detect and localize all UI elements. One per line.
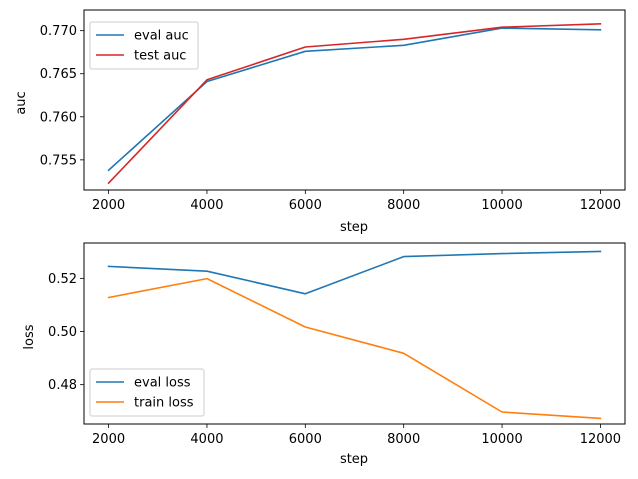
- loss-legend-label: train loss: [134, 396, 194, 411]
- loss-y-tick-label: 0.48: [48, 378, 77, 393]
- loss-x-tick-label: 8000: [387, 432, 420, 447]
- auc-plot-lines: [107, 22, 602, 185]
- loss-series-train-loss-line: [107, 277, 602, 420]
- auc-x-tick-label: 4000: [190, 198, 223, 213]
- auc-y-axis-label: auc: [14, 91, 29, 114]
- auc-y-tick-label: 0.760: [40, 110, 77, 125]
- auc-y-tick-label: 0.770: [40, 24, 77, 39]
- loss-chart: 2000 4000 6000 8000 10000 12000 0.480.500.52 …: [22, 242, 626, 467]
- auc-x-ticks: 2000 4000 6000 8000 10000 12000: [92, 190, 621, 213]
- auc-x-tick-label: 8000: [387, 198, 420, 213]
- loss-plot-lines: [107, 250, 602, 420]
- loss-y-tick-label: 0.50: [48, 325, 77, 340]
- loss-x-tick-label: 10000: [481, 432, 522, 447]
- auc-x-tick-label: 12000: [580, 198, 621, 213]
- auc-y-tick-label: 0.765: [40, 67, 77, 82]
- loss-y-axis-label: loss: [22, 324, 37, 349]
- loss-legend-label: eval loss: [134, 376, 191, 391]
- auc-x-tick-label: 6000: [289, 198, 322, 213]
- auc-chart: 2000 4000 6000 8000 10000 12000 0.7550.7600.7…: [14, 9, 626, 235]
- loss-x-tick-label: 6000: [289, 432, 322, 447]
- auc-x-tick-label: 2000: [92, 198, 125, 213]
- auc-axes-frame: [83, 9, 626, 191]
- loss-series-eval-loss-line: [107, 250, 602, 295]
- loss-legend-box: [89, 368, 205, 417]
- loss-x-ticks: 2000 4000 6000 8000 10000 12000: [92, 424, 621, 447]
- auc-legend-label: eval auc: [134, 29, 189, 44]
- loss-legend: eval loss train loss: [89, 368, 205, 417]
- loss-x-axis-label: step: [340, 452, 368, 467]
- loss-x-tick-label: 4000: [190, 432, 223, 447]
- loss-x-tick-label: 2000: [92, 432, 125, 447]
- auc-y-tick-label: 0.755: [40, 153, 77, 168]
- auc-x-axis-label: step: [340, 220, 368, 235]
- auc-x-tick-label: 10000: [481, 198, 522, 213]
- auc-series-test-auc-line: [107, 22, 602, 185]
- loss-x-tick-label: 12000: [580, 432, 621, 447]
- loss-y-ticks: 0.48 0.50 0.52: [48, 272, 84, 393]
- loss-axes-frame: [83, 242, 626, 425]
- auc-y-ticks: 0.755 0.760 0.765 0.770: [40, 24, 84, 168]
- auc-legend-label: test auc: [134, 49, 186, 64]
- loss-y-tick-label: 0.52: [48, 272, 77, 287]
- auc-legend-box: [89, 21, 199, 70]
- auc-legend: eval auc test auc: [89, 21, 199, 70]
